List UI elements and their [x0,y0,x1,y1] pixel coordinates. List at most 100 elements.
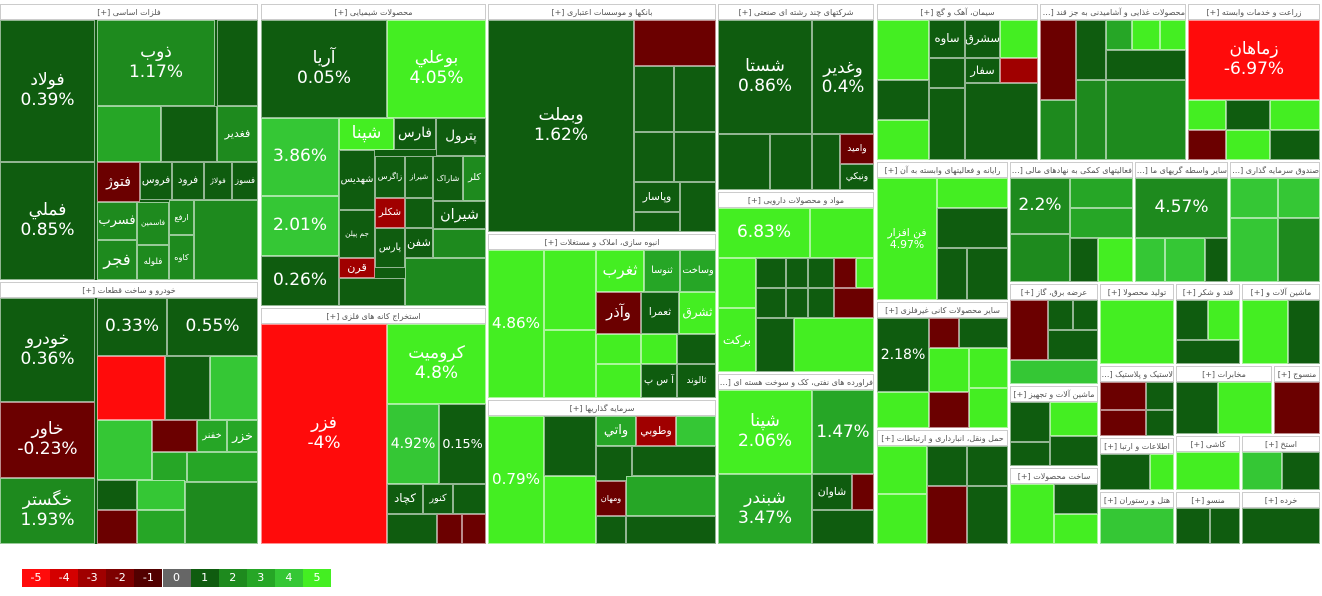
stock-tile[interactable] [1188,100,1226,130]
stock-tile[interactable] [544,416,596,476]
stock-tile[interactable] [1230,178,1278,218]
stock-tile[interactable]: کچاد [387,484,423,514]
stock-tile[interactable]: وبملت 1.62% [488,20,634,232]
stock-tile[interactable]: 2.18% [877,318,929,392]
stock-tile[interactable]: شفن [405,228,433,258]
stock-tile[interactable] [1226,130,1270,160]
stock-tile[interactable] [1076,20,1106,80]
sector-title[interactable]: ساخت محصولات [+] [1010,468,1098,484]
stock-tile[interactable]: 1.47% [812,390,874,474]
stock-tile[interactable] [786,258,808,288]
stock-tile[interactable] [596,364,641,398]
stock-tile[interactable] [1165,238,1205,282]
sector-title[interactable]: مخابرات [+] [1176,366,1272,382]
stock-tile[interactable] [1010,360,1098,384]
stock-tile[interactable] [937,248,967,300]
stock-tile[interactable] [634,20,716,66]
stock-tile[interactable] [1040,100,1076,160]
sector-title[interactable]: ماشین آلات و [+] [1242,284,1320,300]
stock-tile[interactable]: وغدير 0.4% [812,20,874,134]
stock-tile[interactable]: ونيکي [840,164,874,190]
stock-tile[interactable] [929,88,965,160]
stock-tile[interactable] [626,516,716,544]
stock-tile[interactable] [97,480,137,510]
stock-tile[interactable] [969,388,1008,428]
stock-tile[interactable]: شاراک [433,156,463,201]
stock-tile[interactable] [756,318,794,372]
stock-tile[interactable] [97,356,165,420]
stock-tile[interactable] [1010,484,1054,544]
stock-tile[interactable]: شهديس [339,150,375,210]
sector-title[interactable]: لاستیک و پلاستیک [+] [1100,366,1174,382]
stock-tile[interactable]: شيران [433,201,486,229]
stock-tile[interactable]: کاوه [169,235,194,280]
stock-tile[interactable] [453,484,486,514]
stock-tile[interactable]: 4.92% [387,404,439,484]
stock-tile[interactable]: فسرب [97,202,137,240]
stock-tile[interactable] [770,134,812,190]
stock-tile[interactable]: فن افزار 4.97% [877,178,937,300]
stock-tile[interactable]: وپاسار [634,182,680,212]
stock-tile[interactable] [756,288,786,318]
stock-tile[interactable] [1135,238,1165,282]
stock-tile[interactable] [718,258,756,308]
stock-tile[interactable]: خگستر 1.93% [0,478,95,544]
stock-tile[interactable] [544,330,596,398]
stock-tile[interactable] [929,58,965,88]
stock-tile[interactable] [97,510,137,544]
stock-tile[interactable] [1146,382,1174,410]
stock-tile[interactable] [674,66,716,132]
sector-title[interactable]: استخراج کانه های فلزی [+] [261,308,486,324]
sector-title[interactable]: خودرو و ساخت قطعات [+] [0,282,258,298]
stock-tile[interactable]: ثشرق [679,292,716,334]
stock-tile[interactable]: فتوژ [97,162,140,202]
stock-tile[interactable] [1274,382,1320,434]
stock-tile[interactable] [1208,300,1240,340]
sector-title[interactable]: صندوق سرمایه گذاری [+] [1230,162,1320,178]
stock-tile[interactable]: کنور [423,484,453,514]
stock-tile[interactable] [1070,238,1098,282]
stock-tile[interactable]: ثغرب [596,250,644,292]
sector-title[interactable]: فلزات اساسی [+] [0,4,258,20]
sector-title[interactable]: محصولات غذایی و آشامیدنی به جز قند [+] [1040,4,1186,20]
stock-tile[interactable] [929,348,969,392]
stock-tile[interactable] [1242,300,1288,364]
stock-tile[interactable]: شيراز [405,156,433,198]
stock-tile[interactable] [1242,452,1282,490]
stock-tile[interactable] [786,288,808,318]
stock-tile[interactable] [674,132,716,182]
stock-tile[interactable]: ارفع [169,200,194,235]
stock-tile[interactable] [1100,508,1174,544]
stock-tile[interactable] [165,356,210,420]
sector-title[interactable]: خرده [+] [1242,492,1320,508]
stock-tile[interactable] [877,20,929,80]
stock-tile[interactable] [1278,218,1320,282]
stock-tile[interactable]: شپنا 2.06% [718,390,812,474]
sector-title[interactable]: حمل ونقل، انبارداری و ارتباطات [+] [877,430,1008,446]
stock-tile[interactable] [1205,238,1228,282]
sector-title[interactable]: فعالیتهای کمکی به نهادهای مالی [+] [1010,162,1133,178]
stock-tile[interactable]: خودرو 0.36% [0,298,95,402]
stock-tile[interactable]: شکلر [375,198,405,228]
sector-title[interactable]: سرمایه گذاریها [+] [488,400,716,416]
sector-title[interactable]: قند و شکر [+] [1176,284,1240,300]
stock-tile[interactable] [1048,300,1073,330]
stock-tile[interactable] [877,392,929,428]
stock-tile[interactable] [937,208,1008,248]
stock-tile[interactable] [97,106,161,162]
stock-tile[interactable] [967,486,1008,544]
stock-tile[interactable] [965,83,1038,160]
stock-tile[interactable] [808,288,834,318]
stock-tile[interactable]: 0.33% [97,298,167,356]
stock-tile[interactable] [1050,436,1098,466]
stock-tile[interactable] [812,134,840,190]
stock-tile[interactable]: خزر [227,420,258,452]
stock-tile[interactable]: شبندر 3.47% [718,474,812,544]
stock-tile[interactable] [1160,20,1186,50]
stock-tile[interactable] [1176,340,1240,364]
stock-tile[interactable]: سشرق [965,20,1000,58]
stock-tile[interactable]: خاور -0.23% [0,402,95,478]
stock-tile[interactable] [1100,454,1150,490]
stock-tile[interactable]: 2.01% [261,196,339,256]
stock-tile[interactable] [1100,410,1146,436]
